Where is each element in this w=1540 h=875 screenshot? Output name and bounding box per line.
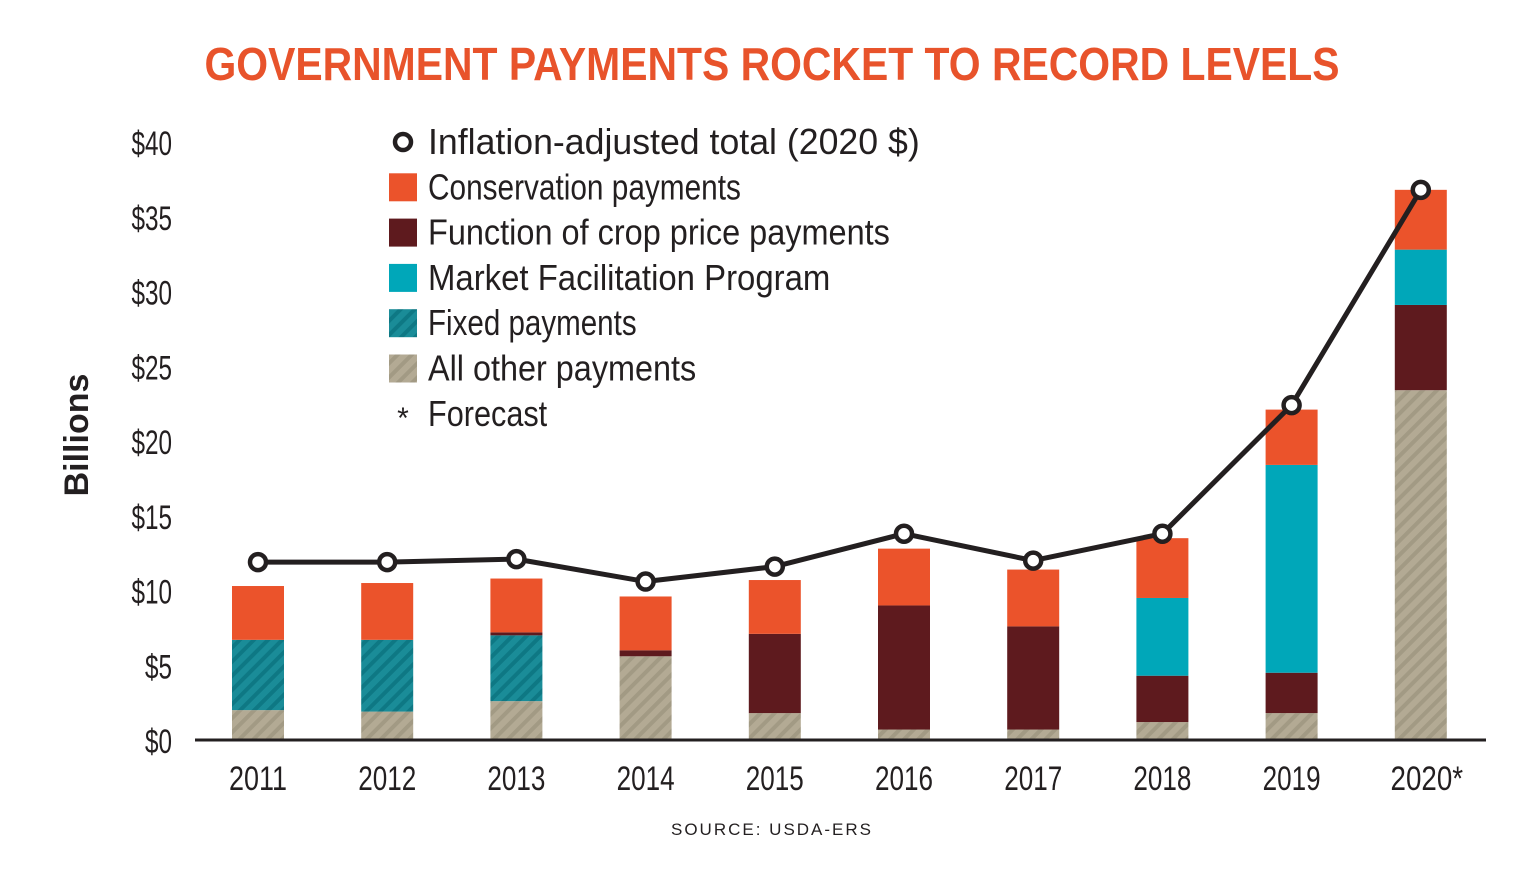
bar-segment-conservation-payments	[1265, 409, 1318, 465]
bar-segment-conservation-payments	[232, 586, 284, 640]
y-tick-label: $5	[145, 648, 172, 686]
x-tick-label: 2012	[358, 760, 416, 798]
legend-label: Conservation payments	[428, 166, 741, 207]
bar-segment-conservation-payments	[878, 548, 930, 606]
x-tick-label: 2016	[875, 760, 933, 798]
bar-segment-conservation-payments	[619, 596, 672, 651]
y-tick-label: $20	[132, 424, 173, 462]
legend-swatch	[389, 309, 417, 338]
bar-segment-conservation-payments	[748, 580, 801, 634]
y-tick-label: $30	[132, 275, 173, 313]
y-tick-label: $35	[132, 200, 173, 238]
source-note: SOURCE: USDA-ERS	[671, 820, 873, 839]
x-tick-label: 2020*	[1391, 760, 1464, 798]
inflation-adjusted-line	[247, 179, 1432, 592]
legend-label: Forecast	[428, 393, 547, 434]
bar-segment-function-of-crop-price-payments	[1007, 626, 1060, 730]
line-point	[1152, 523, 1173, 544]
legend-label: All other payments	[428, 348, 696, 389]
bar-segment-fixed-payments	[361, 639, 414, 712]
y-tick-label: $10	[132, 574, 173, 612]
x-tick-label: 2015	[746, 760, 804, 798]
x-tick-label: 2019	[1263, 760, 1321, 798]
bar-segment-function-of-crop-price-payments	[619, 650, 672, 657]
x-tick-label: 2011	[229, 760, 287, 798]
bar-segment-fixed-payments	[490, 635, 543, 702]
line-point	[506, 548, 527, 570]
legend-swatch	[389, 354, 417, 383]
line-point	[376, 551, 398, 573]
y-axis-label: Billions	[58, 374, 96, 497]
line-point	[247, 551, 269, 573]
x-tick-label: 2014	[617, 760, 675, 798]
bar-segment-function-of-crop-price-payments	[490, 632, 543, 636]
bar-segment-market-facilitation-program	[1394, 249, 1447, 305]
bar-segment-function-of-crop-price-payments	[1265, 672, 1318, 714]
line-series	[258, 188, 1423, 585]
y-tick-label: $15	[132, 499, 173, 537]
y-tick-label: $0	[145, 723, 172, 761]
legend-label: Fixed payments	[428, 302, 637, 343]
legend-swatch	[389, 218, 417, 247]
legend-label: Inflation-adjusted total (2020 $)	[428, 121, 920, 162]
bar-segment-all-other-payments	[1265, 713, 1318, 740]
bar-segment-function-of-crop-price-payments	[878, 605, 930, 730]
bar-segment-fixed-payments	[232, 639, 284, 711]
y-axis: $0 $5 $10 $15 $20 $25 $30 $35 $40	[132, 125, 173, 761]
line-point	[635, 571, 656, 592]
y-tick-label: $25	[132, 349, 173, 387]
x-tick-label: 2018	[1133, 760, 1191, 798]
bar-segment-all-other-payments	[361, 711, 414, 740]
legend-swatch	[389, 173, 417, 202]
bar-segment-all-other-payments	[1007, 729, 1060, 740]
legend: Inflation-adjusted total (2020 $)Conserv…	[389, 121, 920, 435]
line-point	[1022, 550, 1044, 571]
bars	[232, 189, 1447, 740]
bar-segment-all-other-payments	[1394, 390, 1447, 740]
legend-circle-icon	[392, 131, 414, 153]
bar-segment-conservation-payments	[1007, 569, 1060, 627]
legend-swatch	[389, 263, 417, 292]
bar-segment-market-facilitation-program	[1136, 597, 1189, 676]
bar-segment-conservation-payments	[1136, 538, 1189, 598]
legend-label: Market Facilitation Program	[428, 257, 830, 298]
line-point	[764, 556, 786, 577]
bar-segment-all-other-payments	[490, 701, 543, 740]
x-axis: 2011 2012 2013 2014 2015 2016 2017 2018 2019 2020…	[229, 760, 1463, 798]
y-tick-label: $40	[132, 125, 173, 163]
x-tick-label: 2017	[1004, 760, 1062, 798]
bar-segment-function-of-crop-price-payments	[1394, 304, 1447, 391]
line-point	[893, 523, 915, 544]
chart-title: GOVERNMENT PAYMENTS ROCKET TO RECORD LEV…	[205, 38, 1340, 90]
x-tick-label: 2013	[487, 760, 545, 798]
bar-segment-all-other-payments	[232, 710, 284, 740]
bar-segment-function-of-crop-price-payments	[748, 633, 801, 714]
bar-segment-all-other-payments	[619, 656, 672, 740]
bar-segment-conservation-payments	[490, 578, 543, 633]
line-point	[1281, 394, 1302, 416]
line-point	[1410, 179, 1432, 201]
legend-asterisk-icon: *	[397, 402, 409, 435]
bar-segment-market-facilitation-program	[1265, 464, 1318, 673]
legend-label: Function of crop price payments	[428, 212, 890, 253]
bar-segment-all-other-payments	[748, 713, 801, 740]
bar-segment-all-other-payments	[1136, 722, 1189, 740]
bar-segment-all-other-payments	[878, 729, 930, 740]
bar-segment-conservation-payments	[361, 583, 414, 640]
bar-segment-function-of-crop-price-payments	[1136, 675, 1189, 723]
